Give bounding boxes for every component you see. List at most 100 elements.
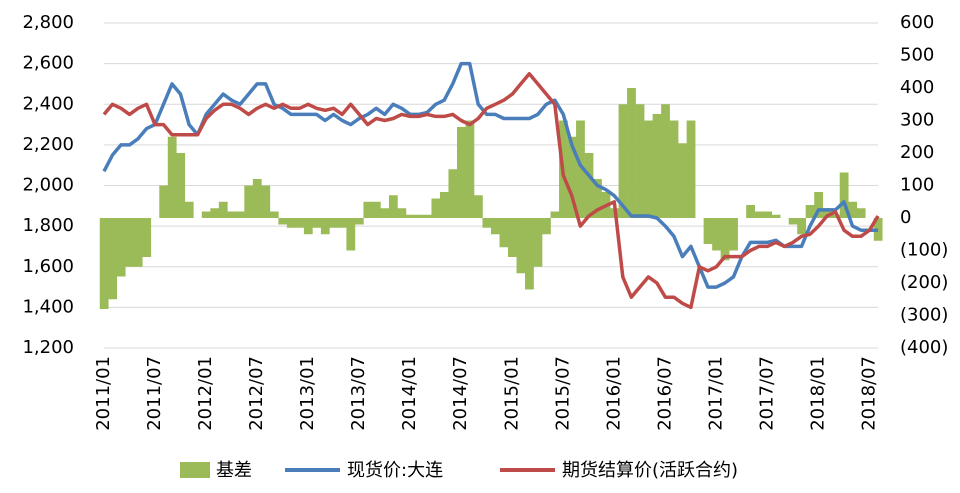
basis-bar xyxy=(176,153,186,218)
basis-bar xyxy=(99,218,109,309)
basis-bar xyxy=(142,218,152,257)
basis-bar xyxy=(320,218,330,235)
basis-bar xyxy=(397,208,407,218)
x-tick-label: 2011/01 xyxy=(93,356,114,431)
y2-tick-label: 200 xyxy=(900,142,934,163)
series-line xyxy=(102,61,878,289)
basis-bar xyxy=(797,218,807,235)
y2-tick-label: 100 xyxy=(900,175,934,196)
basis-bar xyxy=(286,218,296,228)
basis-bar xyxy=(439,192,449,218)
basis-bar xyxy=(405,214,415,218)
x-tick-label: 2017/01 xyxy=(705,356,726,431)
x-tick-label: 2014/01 xyxy=(399,356,420,431)
basis-bar xyxy=(303,218,313,235)
basis-bar xyxy=(593,179,602,218)
y2-tick-label: (300) xyxy=(900,305,948,326)
basis-bar xyxy=(856,208,866,218)
basis-bar xyxy=(763,211,772,218)
y-tick-label: 2,800 xyxy=(22,12,74,33)
legend-swatch xyxy=(180,462,210,478)
basis-bar xyxy=(729,218,738,251)
basis-bar xyxy=(576,120,585,218)
basis-bar xyxy=(269,211,279,218)
y-tick-label: 1,600 xyxy=(22,256,74,277)
x-tick-label: 2015/01 xyxy=(501,356,522,431)
basis-bar xyxy=(235,211,245,218)
basis-bar xyxy=(720,218,730,261)
basis-bar xyxy=(116,218,126,277)
basis-bar xyxy=(499,218,509,248)
y-tick-label: 2,600 xyxy=(22,53,74,74)
basis-bar xyxy=(295,218,305,228)
y-tick-label: 2,000 xyxy=(22,175,74,196)
x-tick-label: 2014/07 xyxy=(450,356,471,431)
basis-bar xyxy=(627,88,636,218)
basis-bar xyxy=(754,211,764,218)
x-tick-label: 2013/01 xyxy=(297,356,318,431)
basis-bar xyxy=(108,218,118,300)
basis-bar xyxy=(133,218,143,267)
basis-bar xyxy=(635,104,645,218)
basis-bar xyxy=(473,195,483,218)
y-tick-label: 1,400 xyxy=(22,296,74,317)
basis-bar xyxy=(184,201,194,218)
legend-label: 基差 xyxy=(216,460,252,481)
basis-bar xyxy=(159,185,169,218)
basis-bar xyxy=(354,218,364,225)
y-tick-label: 2,200 xyxy=(22,134,74,155)
basis-bar xyxy=(227,211,237,218)
basis-bar xyxy=(167,136,177,218)
basis-bar xyxy=(252,179,262,218)
x-tick-label: 2016/01 xyxy=(603,356,624,431)
basis-bar xyxy=(363,201,373,218)
y2-tick-label: 300 xyxy=(900,110,934,131)
basis-bar xyxy=(703,218,713,244)
basis-bar xyxy=(508,218,517,257)
basis-bar xyxy=(567,136,577,218)
basis-bar xyxy=(584,153,594,218)
basis-bar xyxy=(414,214,424,218)
x-tick-label: 2013/07 xyxy=(348,356,369,431)
basis-bar xyxy=(218,201,228,218)
basis-bar xyxy=(329,218,339,228)
y2-tick-label: (200) xyxy=(900,272,948,293)
basis-bar xyxy=(805,205,815,218)
basis-bar xyxy=(814,192,824,218)
basis-bar xyxy=(125,218,135,267)
basis-bar xyxy=(873,218,883,241)
legend-label: 现货价:大连 xyxy=(347,460,443,481)
basis-bar xyxy=(312,218,322,228)
x-tick-label: 2012/07 xyxy=(246,356,267,431)
x-tick-label: 2012/01 xyxy=(195,356,216,431)
basis-bar xyxy=(788,218,798,225)
x-tick-label: 2017/07 xyxy=(756,356,777,431)
basis-bar xyxy=(388,195,398,218)
basis-bar xyxy=(618,104,628,218)
basis-bar xyxy=(652,114,662,218)
y2-tick-label: (400) xyxy=(900,337,948,358)
basis-bar xyxy=(371,201,381,218)
x-tick-label: 2016/07 xyxy=(654,356,675,431)
basis-bar xyxy=(431,198,441,218)
basis-bar xyxy=(516,218,526,274)
basis-bar xyxy=(422,214,432,218)
basis-bar xyxy=(201,211,211,218)
x-tick-label: 2015/07 xyxy=(552,356,573,431)
basis-bar xyxy=(210,208,220,218)
basis-bar xyxy=(542,218,551,235)
basis-bar xyxy=(244,185,254,218)
basis-bar xyxy=(746,205,755,218)
basis-bar xyxy=(822,208,832,218)
basis-bar xyxy=(337,218,347,228)
y2-tick-label: (100) xyxy=(900,240,948,261)
basis-bar xyxy=(686,120,696,218)
basis-bar xyxy=(278,218,288,225)
basis-bar xyxy=(465,120,475,218)
basis-bar xyxy=(456,127,466,218)
y2-tick-label: 0 xyxy=(900,207,911,228)
basis-bar xyxy=(771,214,781,218)
y-tick-label: 1,800 xyxy=(22,215,74,236)
legend-label: 期货结算价(活跃合约) xyxy=(562,460,738,481)
basis-bar xyxy=(533,218,543,267)
